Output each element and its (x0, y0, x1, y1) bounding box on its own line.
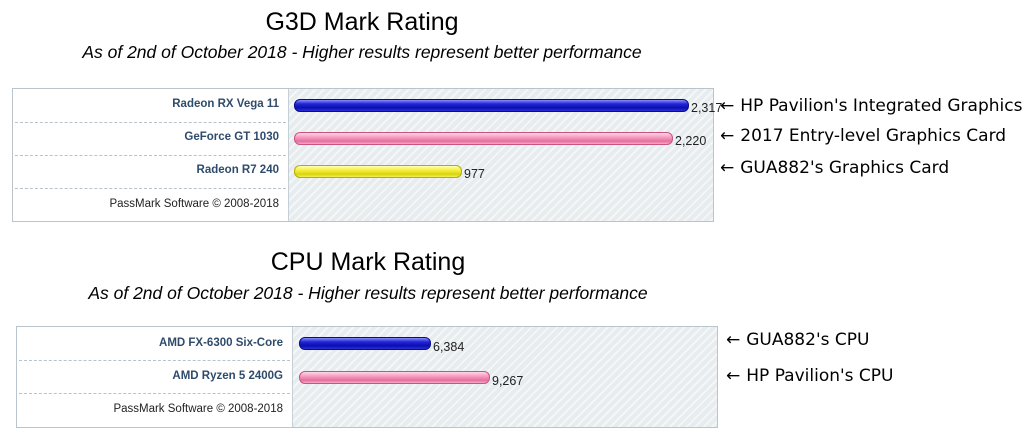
cpu-value-label: 9,267 (492, 374, 524, 388)
left-arrow-icon: ← (720, 96, 735, 116)
annotation-text: HP Pavilion's Integrated Graphics (740, 96, 1023, 116)
left-arrow-icon: ← (726, 330, 741, 350)
cpu-label-column (17, 327, 293, 427)
annotation-text: HP Pavilion's CPU (746, 366, 894, 386)
gpu-annotation: ← 2017 Entry-level Graphics Card (720, 126, 1006, 146)
gpu-category-label: Radeon RX Vega 11 (172, 98, 279, 110)
gpu-chart-title: G3D Mark Rating (265, 8, 459, 36)
cpu-chart-title: CPU Mark Rating (270, 248, 466, 276)
gpu-annotation: ← HP Pavilion's Integrated Graphics (720, 96, 1022, 116)
cpu-annotation: ← HP Pavilion's CPU (726, 366, 894, 386)
row-divider (15, 122, 286, 123)
gpu-bar (294, 165, 462, 178)
gpu-category-label: GeForce GT 1030 (184, 131, 279, 143)
cpu-bar (299, 337, 431, 350)
cpu-value-label: 6,384 (433, 340, 465, 354)
annotation-text: 2017 Entry-level Graphics Card (740, 126, 1007, 146)
gpu-value-label: 977 (464, 167, 485, 181)
gpu-annotation: ← GUA882's Graphics Card (720, 158, 949, 178)
cpu-annotation: ← GUA882's CPU (726, 330, 869, 350)
row-divider (19, 393, 290, 394)
row-divider (15, 155, 286, 156)
cpu-bar (299, 371, 490, 384)
left-arrow-icon: ← (720, 158, 735, 178)
gpu-bar (294, 132, 673, 145)
gpu-chart-panel: Radeon RX Vega 11 GeForce GT 1030 Radeon… (12, 88, 722, 222)
gpu-chart-subtitle: As of 2nd of October 2018 - Higher resul… (82, 42, 642, 62)
gpu-category-label: Radeon R7 240 (196, 164, 279, 176)
annotation-text: GUA882's CPU (746, 330, 870, 350)
left-arrow-icon: ← (720, 126, 735, 146)
cpu-category-label: AMD FX-6300 Six-Core (159, 337, 283, 349)
gpu-bar (294, 99, 689, 112)
cpu-category-label: AMD Ryzen 5 2400G (172, 370, 283, 382)
cpu-chart-subtitle: As of 2nd of October 2018 - Higher resul… (88, 283, 648, 303)
cpu-chart-panel: AMD FX-6300 Six-Core AMD Ryzen 5 2400G P… (16, 326, 718, 428)
cpu-copyright-footer: PassMark Software © 2008-2018 (113, 403, 283, 415)
left-arrow-icon: ← (726, 366, 741, 386)
annotation-text: GUA882's Graphics Card (740, 158, 950, 178)
row-divider (19, 360, 290, 361)
row-divider (15, 188, 286, 189)
gpu-copyright-footer: PassMark Software © 2008-2018 (109, 198, 279, 210)
gpu-value-label: 2,317 (691, 101, 723, 115)
gpu-value-label: 2,220 (675, 134, 707, 148)
